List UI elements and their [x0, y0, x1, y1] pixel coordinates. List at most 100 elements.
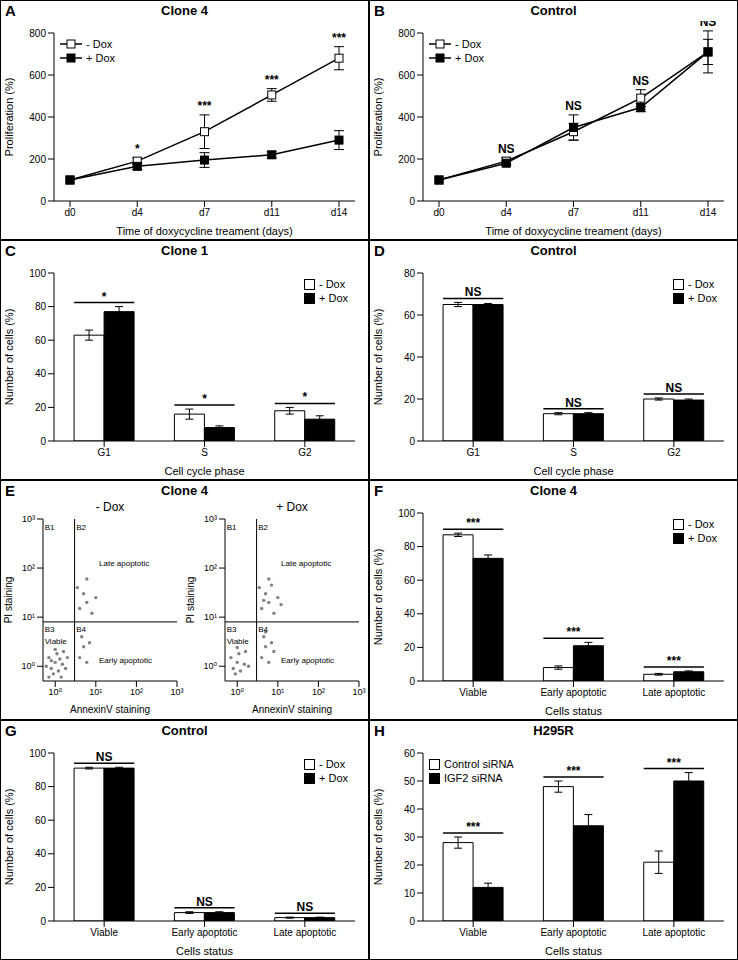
svg-text:Proliferation (%): Proliferation (%) [8, 78, 15, 157]
svg-text:Viable: Viable [90, 927, 118, 938]
svg-text:***: *** [265, 73, 279, 87]
svg-text:B1: B1 [45, 523, 55, 532]
svg-text:80: 80 [35, 301, 47, 312]
svg-text:PI staining: PI staining [185, 577, 196, 624]
svg-text:0: 0 [40, 916, 46, 927]
svg-text:600: 600 [398, 70, 415, 81]
svg-text:10⁰: 10⁰ [230, 687, 244, 697]
svg-text:60: 60 [35, 815, 47, 826]
svg-text:d14: d14 [331, 207, 348, 218]
svg-text:10¹: 10¹ [22, 612, 35, 622]
svg-text:20: 20 [404, 642, 416, 653]
svg-text:Late apoptotic: Late apoptotic [642, 927, 705, 938]
svg-text:Early apoptotic: Early apoptotic [99, 656, 152, 665]
svg-text:NS: NS [700, 21, 717, 29]
svg-text:200: 200 [398, 154, 415, 165]
svg-text:40: 40 [35, 848, 47, 859]
svg-text:Number of cells (%): Number of cells (%) [372, 549, 384, 646]
svg-text:NS: NS [665, 381, 682, 395]
svg-text:400: 400 [398, 112, 415, 123]
svg-text:Viable: Viable [45, 637, 68, 646]
svg-text:G2: G2 [298, 447, 312, 458]
svg-text:B4: B4 [76, 625, 86, 634]
svg-text:NS: NS [96, 750, 113, 764]
svg-text:50: 50 [404, 776, 416, 787]
svg-text:G1: G1 [466, 447, 480, 458]
svg-text:20: 20 [404, 860, 416, 871]
svg-text:100: 100 [29, 748, 46, 759]
svg-text:NS: NS [296, 900, 313, 914]
svg-text:800: 800 [29, 28, 46, 39]
svg-text:10⁰: 10⁰ [203, 661, 217, 671]
svg-text:40: 40 [404, 352, 416, 363]
svg-text:NS: NS [465, 285, 482, 299]
svg-text:20: 20 [35, 882, 47, 893]
svg-text:d11: d11 [264, 207, 280, 218]
svg-text:AnnexinV staining: AnnexinV staining [252, 704, 332, 715]
svg-text:Number of cells (%): Number of cells (%) [8, 789, 15, 886]
svg-text:Viable: Viable [227, 637, 250, 646]
svg-text:Late apoptotic: Late apoptotic [99, 559, 149, 568]
svg-text:10³: 10³ [204, 515, 217, 524]
svg-text:Time of doxycycline treament (: Time of doxycycline treament (days) [485, 225, 661, 237]
svg-text:Number of cells (%): Number of cells (%) [372, 309, 384, 406]
svg-text:*: * [202, 392, 207, 406]
svg-text:S: S [201, 447, 208, 458]
svg-text:0: 0 [409, 916, 415, 927]
svg-text:***: *** [667, 654, 681, 668]
svg-text:40: 40 [404, 608, 416, 619]
svg-text:NS: NS [632, 74, 649, 88]
svg-text:*: * [102, 290, 107, 304]
svg-text:20: 20 [404, 394, 416, 405]
svg-text:10³: 10³ [352, 687, 365, 697]
svg-text:Cells status: Cells status [176, 945, 233, 957]
svg-text:80: 80 [404, 541, 416, 552]
svg-text:0: 0 [409, 676, 415, 687]
svg-text:80: 80 [35, 781, 47, 792]
svg-text:*: * [302, 390, 307, 404]
svg-text:S: S [570, 447, 577, 458]
svg-text:10²: 10² [204, 563, 217, 573]
svg-text:***: *** [667, 756, 681, 770]
svg-text:10⁰: 10⁰ [48, 687, 62, 697]
svg-text:Early apoptotic: Early apoptotic [171, 927, 237, 938]
svg-text:NS: NS [498, 142, 515, 156]
svg-text:40: 40 [404, 804, 416, 815]
svg-text:d11: d11 [633, 207, 649, 218]
svg-text:Cell cycle phase: Cell cycle phase [533, 465, 613, 477]
svg-text:B3: B3 [227, 625, 237, 634]
svg-text:***: *** [197, 99, 211, 113]
svg-text:Cells status: Cells status [545, 945, 602, 957]
svg-text:NS: NS [196, 895, 213, 909]
svg-text:10²: 10² [22, 563, 35, 573]
svg-text:10¹: 10¹ [204, 612, 217, 622]
svg-text:Early apoptotic: Early apoptotic [281, 656, 334, 665]
svg-text:10²: 10² [312, 687, 325, 697]
svg-text:Time of doxycycline treament (: Time of doxycycline treament (days) [116, 225, 292, 237]
svg-text:60: 60 [404, 310, 416, 321]
svg-text:B2: B2 [76, 523, 86, 532]
svg-text:20: 20 [35, 402, 47, 413]
svg-text:Number of cells (%): Number of cells (%) [8, 309, 15, 406]
svg-text:G2: G2 [667, 447, 681, 458]
svg-text:400: 400 [29, 112, 46, 123]
svg-text:d4: d4 [501, 207, 513, 218]
svg-text:d4: d4 [132, 207, 144, 218]
svg-text:B4: B4 [258, 625, 268, 634]
svg-text:0: 0 [40, 436, 46, 447]
svg-text:Cell cycle phase: Cell cycle phase [164, 465, 244, 477]
svg-text:d0: d0 [64, 207, 76, 218]
svg-text:***: *** [466, 820, 480, 834]
svg-text:NS: NS [565, 99, 582, 113]
svg-text:d0: d0 [433, 207, 445, 218]
svg-text:10⁰: 10⁰ [21, 661, 35, 671]
svg-text:10¹: 10¹ [89, 687, 102, 697]
svg-text:800: 800 [398, 28, 415, 39]
svg-text:Proliferation (%): Proliferation (%) [372, 78, 384, 157]
svg-text:AnnexinV staining: AnnexinV staining [70, 704, 150, 715]
svg-text:0: 0 [40, 196, 46, 207]
svg-text:PI staining: PI staining [8, 577, 14, 624]
svg-text:B1: B1 [227, 523, 237, 532]
svg-text:***: *** [332, 31, 346, 45]
svg-text:100: 100 [398, 508, 415, 519]
